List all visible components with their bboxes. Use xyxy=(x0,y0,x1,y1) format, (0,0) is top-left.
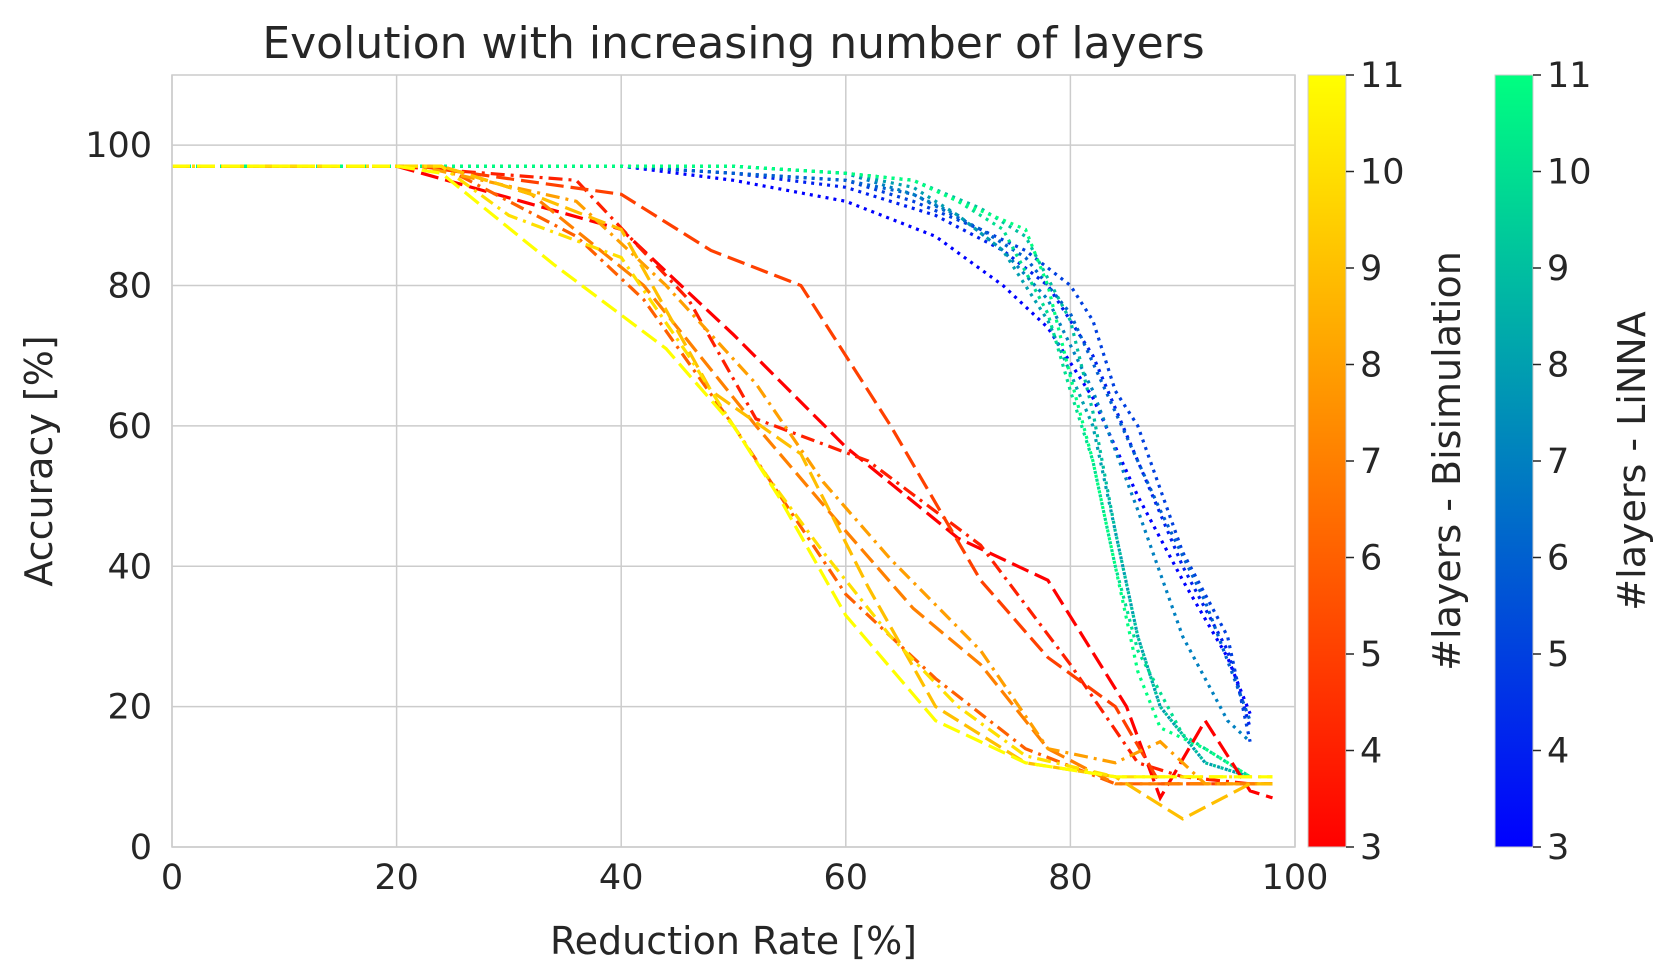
colorbar-tick-label: 10 xyxy=(1360,153,1405,193)
series-line-bisim-6 xyxy=(172,164,1273,786)
y-tick-label: 40 xyxy=(107,547,152,587)
y-tick-label: 100 xyxy=(85,126,152,166)
colorbar-tick-label: 9 xyxy=(1547,249,1569,289)
series-line-bisim-11 xyxy=(172,164,1273,779)
colorbar-bisimulation: 3 4 5 6 7 8 9 10 11 #layers - Bisimulation xyxy=(1307,56,1469,868)
colorbar-tick-label: 8 xyxy=(1360,346,1382,386)
colorbar-tick-label: 5 xyxy=(1360,635,1382,675)
colorbar-bisimulation-ticks: 3 4 5 6 7 8 9 10 11 xyxy=(1346,56,1405,868)
series-line-bisim-3 xyxy=(172,164,1273,802)
series-line-linna-11 xyxy=(172,164,1251,779)
colorbar-tick-label: 7 xyxy=(1547,442,1569,482)
colorbar-linna-gradient xyxy=(1494,74,1534,848)
colorbar-tick-label: 9 xyxy=(1360,249,1382,289)
plot-background xyxy=(172,75,1295,847)
colorbar-tick-label: 8 xyxy=(1547,346,1569,386)
colorbar-tick-label: 11 xyxy=(1547,56,1592,96)
y-tick-label: 0 xyxy=(130,828,152,868)
colorbar-tick-label: 5 xyxy=(1547,635,1569,675)
colorbar-tick-label: 6 xyxy=(1360,539,1382,579)
series-line-linna-5 xyxy=(172,164,1252,743)
colorbar-linna-ticks: 3 4 5 6 7 8 9 10 11 xyxy=(1533,56,1592,868)
x-tick-label: 80 xyxy=(1048,858,1093,898)
series-line-bisim-9 xyxy=(172,164,1273,821)
y-axis-ticks: 0 20 40 60 80 100 xyxy=(85,126,152,868)
chart-title: Evolution with increasing number of laye… xyxy=(262,18,1204,69)
y-axis-label: Accuracy [%] xyxy=(17,335,61,586)
colorbar-tick-label: 7 xyxy=(1360,442,1382,482)
series-line-bisim-8 xyxy=(172,164,1273,786)
x-tick-label: 20 xyxy=(374,858,419,898)
colorbar-tick-label: 11 xyxy=(1360,56,1405,96)
colorbar-tick-label: 3 xyxy=(1360,828,1382,868)
x-tick-label: 40 xyxy=(599,858,644,898)
colorbar-bisimulation-label: #layers - Bisimulation xyxy=(1425,251,1469,671)
x-tick-label: 0 xyxy=(161,858,183,898)
y-tick-label: 60 xyxy=(107,407,152,447)
colorbar-tick-label: 6 xyxy=(1547,539,1569,579)
x-axis-label: Reduction Rate [%] xyxy=(550,919,917,963)
colorbar-tick-label: 10 xyxy=(1547,153,1592,193)
colorbar-tick-label: 4 xyxy=(1360,732,1382,772)
series-lines xyxy=(172,164,1273,821)
x-tick-label: 60 xyxy=(824,858,869,898)
colorbar-tick-label: 3 xyxy=(1547,828,1569,868)
x-tick-label: 100 xyxy=(1262,858,1329,898)
colorbar-linna-label: #layers - LiNNA xyxy=(1610,311,1654,610)
colorbar-tick-label: 4 xyxy=(1547,732,1569,772)
series-line-linna-7 xyxy=(172,164,1252,743)
series-line-linna-8 xyxy=(172,164,1251,779)
y-tick-label: 20 xyxy=(107,688,152,728)
plot-area xyxy=(171,74,1296,848)
colorbar-bisimulation-gradient xyxy=(1307,74,1347,848)
colorbar-linna: 3 4 5 6 7 8 9 10 11 #layers - LiNNA xyxy=(1494,56,1654,868)
y-tick-label: 80 xyxy=(107,267,152,307)
plot-frame xyxy=(171,74,1296,848)
x-axis-ticks: 0 20 40 60 80 100 xyxy=(161,858,1329,898)
